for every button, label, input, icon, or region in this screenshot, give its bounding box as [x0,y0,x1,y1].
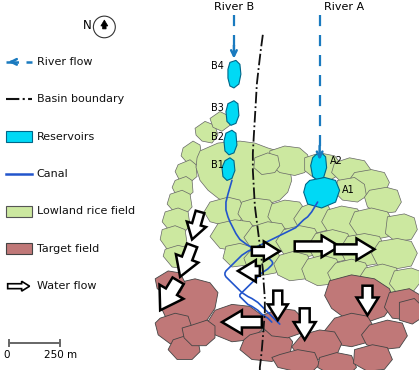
Polygon shape [335,177,367,202]
Polygon shape [240,330,293,361]
FancyArrow shape [294,308,316,340]
Bar [6,243,32,254]
Polygon shape [172,177,193,198]
Bar [6,206,32,217]
Polygon shape [181,141,202,165]
Polygon shape [399,299,420,324]
Polygon shape [302,255,341,286]
Text: River flow: River flow [37,57,92,67]
FancyArrow shape [252,242,280,261]
Polygon shape [224,130,237,155]
Polygon shape [276,226,322,258]
FancyArrow shape [176,243,198,277]
Text: River A: River A [325,2,365,12]
Polygon shape [324,313,375,347]
Text: N: N [83,19,92,33]
FancyArrow shape [238,260,260,282]
Polygon shape [260,308,304,338]
Polygon shape [238,198,278,227]
Polygon shape [294,202,335,234]
Polygon shape [304,177,340,208]
Polygon shape [175,160,197,183]
FancyArrow shape [187,211,206,239]
Polygon shape [384,289,419,320]
Polygon shape [270,146,310,175]
Text: Canal: Canal [37,169,68,179]
Polygon shape [155,313,192,344]
Polygon shape [244,247,282,276]
Polygon shape [210,220,258,251]
Polygon shape [359,264,402,295]
Text: B2: B2 [211,132,224,142]
Text: B3: B3 [211,103,224,113]
Polygon shape [328,259,371,290]
Bar [6,131,32,142]
FancyArrow shape [335,239,375,260]
Polygon shape [195,121,218,143]
Polygon shape [228,60,241,88]
Polygon shape [207,304,262,342]
Polygon shape [182,320,215,346]
Polygon shape [340,234,386,266]
Text: Water flow: Water flow [37,281,96,291]
FancyArrow shape [160,278,184,310]
Polygon shape [160,226,187,251]
Polygon shape [332,158,371,184]
Polygon shape [318,352,357,371]
Text: A2: A2 [330,156,342,166]
FancyArrow shape [357,286,378,315]
Polygon shape [274,251,312,281]
Polygon shape [354,345,392,371]
FancyArrow shape [295,236,340,257]
FancyArrow shape [268,290,288,320]
Circle shape [93,16,116,38]
Polygon shape [244,222,290,253]
Polygon shape [325,275,394,322]
Text: B4: B4 [211,61,224,71]
Text: 0: 0 [3,349,10,359]
Polygon shape [386,214,417,242]
Polygon shape [210,112,230,131]
Text: River B: River B [214,2,254,12]
Polygon shape [254,153,280,174]
Polygon shape [389,268,419,293]
Polygon shape [272,349,320,371]
Polygon shape [155,271,185,296]
Polygon shape [311,153,327,180]
FancyArrow shape [8,281,29,291]
Text: Target field: Target field [37,244,99,254]
Polygon shape [160,279,218,328]
Polygon shape [292,330,341,359]
Polygon shape [162,208,190,234]
Polygon shape [322,206,365,239]
Text: A1: A1 [341,185,354,195]
Polygon shape [196,141,292,207]
Polygon shape [163,245,193,269]
Polygon shape [371,239,417,269]
Text: Basin boundary: Basin boundary [37,94,124,104]
Polygon shape [204,197,245,226]
Polygon shape [168,335,200,359]
FancyArrow shape [101,20,108,29]
Polygon shape [349,208,394,239]
Text: 250 m: 250 m [44,349,77,359]
Polygon shape [362,320,407,349]
Polygon shape [308,230,354,263]
Polygon shape [365,187,402,214]
Text: Lowland rice field: Lowland rice field [37,206,135,216]
Text: Reservoirs: Reservoirs [37,132,95,142]
Polygon shape [304,153,341,180]
Polygon shape [347,170,389,197]
Polygon shape [226,101,239,125]
Polygon shape [222,158,235,180]
Text: B1: B1 [211,160,224,170]
Polygon shape [167,190,192,214]
FancyArrow shape [222,310,262,334]
Polygon shape [268,200,308,230]
Polygon shape [223,243,253,267]
